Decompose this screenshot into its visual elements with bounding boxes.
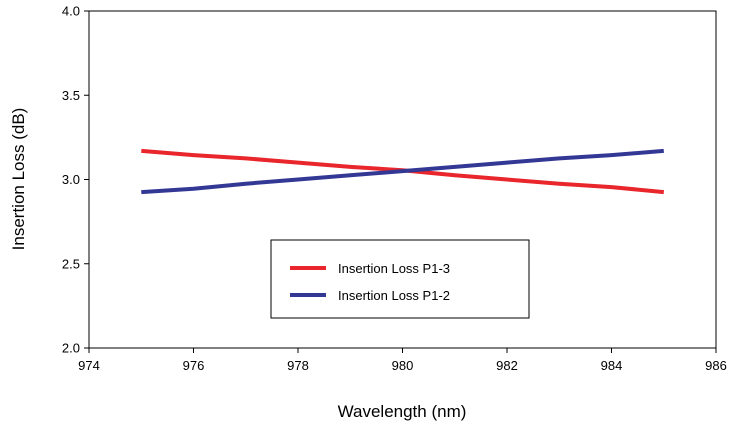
x-axis-ticks: 974 976 978 980 982 984 986 <box>78 348 727 373</box>
legend-box <box>270 239 530 319</box>
y-axis-ticks: 2.0 2.5 3.0 3.5 4.0 <box>62 4 89 356</box>
y-tick-label: 2.0 <box>62 341 80 356</box>
y-tick-label: 3.0 <box>62 172 80 187</box>
x-axis-title: Wavelength (nm) <box>338 402 467 421</box>
x-tick-label: 976 <box>183 358 205 373</box>
legend: Insertion Loss P1-3 Insertion Loss P1-2 <box>270 239 530 319</box>
x-tick-label: 982 <box>496 358 518 373</box>
legend-label-p1-3: Insertion Loss P1-3 <box>338 261 450 276</box>
x-tick-label: 980 <box>392 358 414 373</box>
y-tick-label: 4.0 <box>62 4 80 19</box>
legend-label-p1-2: Insertion Loss P1-2 <box>338 288 450 303</box>
y-tick-label: 3.5 <box>62 88 80 103</box>
x-tick-label: 986 <box>705 358 727 373</box>
x-tick-label: 984 <box>601 358 623 373</box>
x-tick-label: 978 <box>287 358 309 373</box>
series-line-p1-2 <box>141 148 664 195</box>
x-tick-label: 974 <box>78 358 100 373</box>
series-lines <box>141 148 664 195</box>
y-tick-label: 2.5 <box>62 256 80 271</box>
y-axis-title: Insertion Loss (dB) <box>9 108 28 251</box>
